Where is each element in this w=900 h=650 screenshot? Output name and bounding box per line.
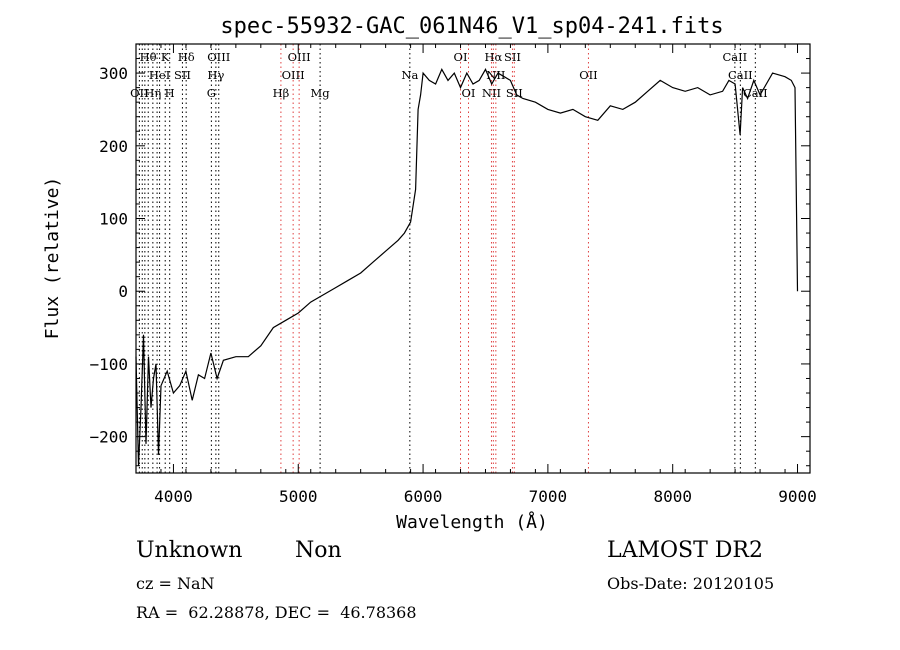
line-label: Hα: [484, 50, 502, 64]
line-label: NII: [486, 68, 505, 82]
line-label: OIII: [207, 50, 230, 64]
line-label: OII: [130, 86, 149, 100]
line-label: CaII: [728, 68, 753, 82]
survey-label: LAMOST DR2: [607, 538, 763, 563]
redshift-label: cz = NaN: [136, 574, 215, 593]
emission-line-markers: [138, 44, 756, 473]
y-tick-label: 100: [99, 210, 128, 229]
x-axis-label: Wavelength (Å): [396, 511, 548, 533]
x-tick-label: 5000: [279, 487, 318, 506]
line-label: G: [207, 86, 216, 100]
plot-frame: [135, 43, 811, 474]
class-label: Unknown: [136, 538, 243, 563]
line-label: OIII: [288, 50, 311, 64]
line-label: NII: [482, 86, 501, 100]
x-tick-label: 7000: [529, 487, 568, 506]
line-label: Hγ: [207, 68, 224, 82]
obs-date-label: Obs-Date: 20120105: [607, 574, 775, 593]
y-axis-label: Flux (relative): [42, 177, 63, 340]
y-tick-label: −200: [89, 428, 128, 447]
x-tick-label: 8000: [653, 487, 692, 506]
line-label: Hθ: [140, 50, 157, 64]
line-label: Hη: [144, 86, 161, 100]
line-label: OI: [454, 50, 468, 64]
x-axis: 4000 5000 6000 7000 8000 9000: [135, 44, 817, 506]
spectrum-line: [135, 68, 799, 466]
x-tick-label: 6000: [404, 487, 443, 506]
y-tick-label: 200: [99, 137, 128, 156]
line-label: Hβ: [273, 86, 290, 100]
line-label: Mg: [311, 86, 331, 100]
line-label: OII: [579, 68, 598, 82]
line-label: Na: [401, 68, 418, 82]
x-tick-label: 4000: [154, 487, 193, 506]
line-label: H: [165, 86, 175, 100]
line-label: OI: [462, 86, 476, 100]
line-label: CaII: [722, 50, 747, 64]
y-tick-label: 0: [118, 282, 128, 301]
line-label: HeI: [149, 68, 170, 82]
y-axis: −200 −100 0 100 200 300: [89, 43, 810, 467]
line-label: K: [161, 50, 170, 64]
line-label: OIII: [282, 68, 305, 82]
coordinates-label: RA = 62.28878, DEC = 46.78368: [136, 603, 417, 622]
x-tick-label: 9000: [778, 487, 817, 506]
line-label: Hδ: [178, 50, 195, 64]
subclass-label: Non: [295, 538, 342, 563]
line-label: SII: [504, 50, 521, 64]
line-label: CaII: [743, 86, 768, 100]
chart-title: spec-55932-GAC_061N46_V1_sp04-241.fits: [220, 14, 723, 39]
y-tick-label: 300: [99, 64, 128, 83]
y-tick-label: −100: [89, 355, 128, 374]
line-label: SII: [174, 68, 191, 82]
